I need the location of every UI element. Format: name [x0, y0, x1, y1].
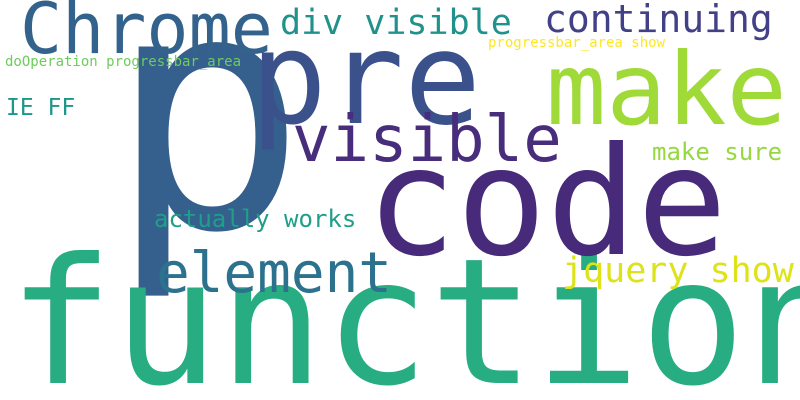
word-visible: visible: [292, 103, 562, 177]
word-jquery-show: jquery show: [562, 251, 794, 291]
word-make: make: [546, 31, 787, 148]
word-ie-ff: IE FF: [6, 95, 76, 121]
word-dooperation-progressbar-area: doOperation progressbar_area: [5, 54, 242, 70]
word-function: function: [8, 222, 800, 400]
word-progressbar-area-show: progressbar_area show: [488, 35, 666, 51]
word-div-visible: div visible: [280, 3, 512, 43]
word-make-sure: make sure: [652, 138, 783, 166]
word-pre: pre: [250, 5, 482, 154]
word-code: code: [366, 116, 728, 290]
word-actually-works: actually works: [154, 205, 357, 233]
word-p: p: [108, 0, 307, 305]
word-element: element: [156, 241, 393, 306]
word-chrome: Chrome: [20, 0, 273, 70]
word-continuing: continuing: [544, 0, 773, 41]
